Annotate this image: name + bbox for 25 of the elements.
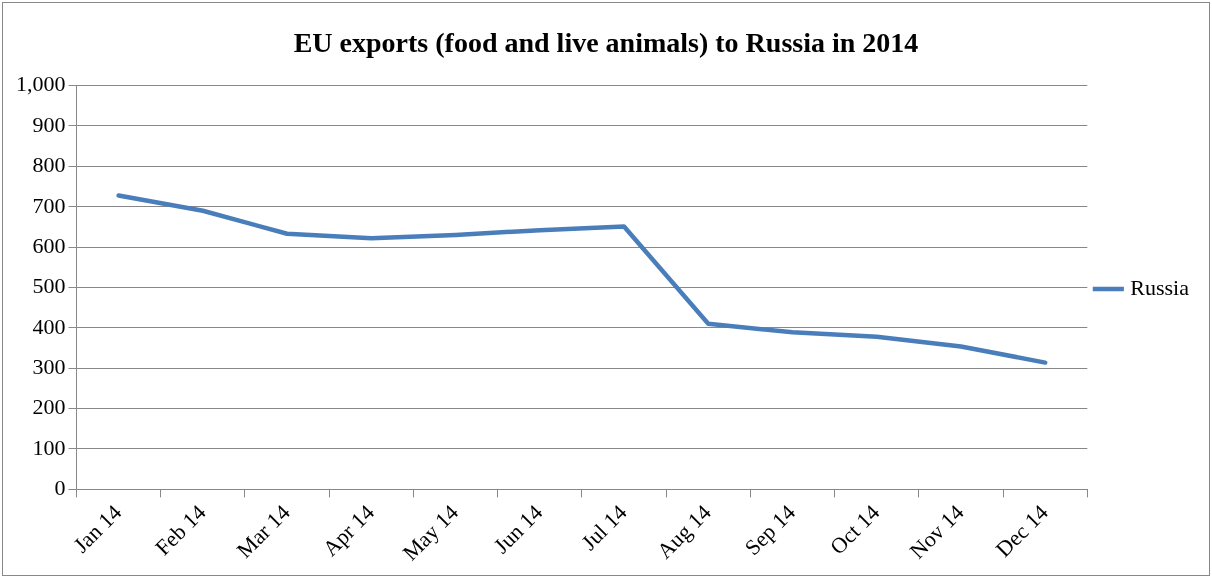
y-tick-label: 300 — [32, 354, 66, 380]
x-tick-label: Dec 14 — [990, 499, 1053, 562]
x-tick-label: Nov 14 — [904, 499, 969, 564]
y-tick-label: 500 — [32, 273, 66, 299]
y-tick-label: 800 — [32, 152, 66, 178]
y-tick-label: 400 — [32, 313, 66, 339]
y-tick-label: 0 — [54, 475, 66, 501]
x-tick-label: Mar 14 — [231, 499, 295, 563]
chart-title: EU exports (food and live animals) to Russia in 2014 — [293, 27, 919, 59]
x-tick-label: Oct 14 — [824, 499, 885, 560]
x-tick-label: Feb 14 — [150, 499, 211, 561]
x-tick-label: Aug 14 — [651, 499, 716, 564]
x-tick-label: Sep 14 — [739, 499, 801, 561]
y-tick-label: 700 — [32, 192, 66, 218]
x-tick-label: Jan 14 — [68, 499, 127, 558]
x-tick-label: Apr 14 — [317, 499, 379, 561]
y-tick-label: 200 — [32, 394, 66, 420]
x-tick-label: May 14 — [397, 499, 464, 566]
y-tick-label: 600 — [32, 232, 66, 258]
x-tick-label: Jul 14 — [576, 499, 632, 555]
y-tick-label: 1,000 — [16, 71, 66, 97]
legend-label: Russia — [1130, 274, 1190, 300]
y-tick-label: 900 — [32, 111, 66, 137]
y-tick-label: 100 — [32, 434, 66, 460]
x-tick-label: Jun 14 — [488, 499, 548, 559]
